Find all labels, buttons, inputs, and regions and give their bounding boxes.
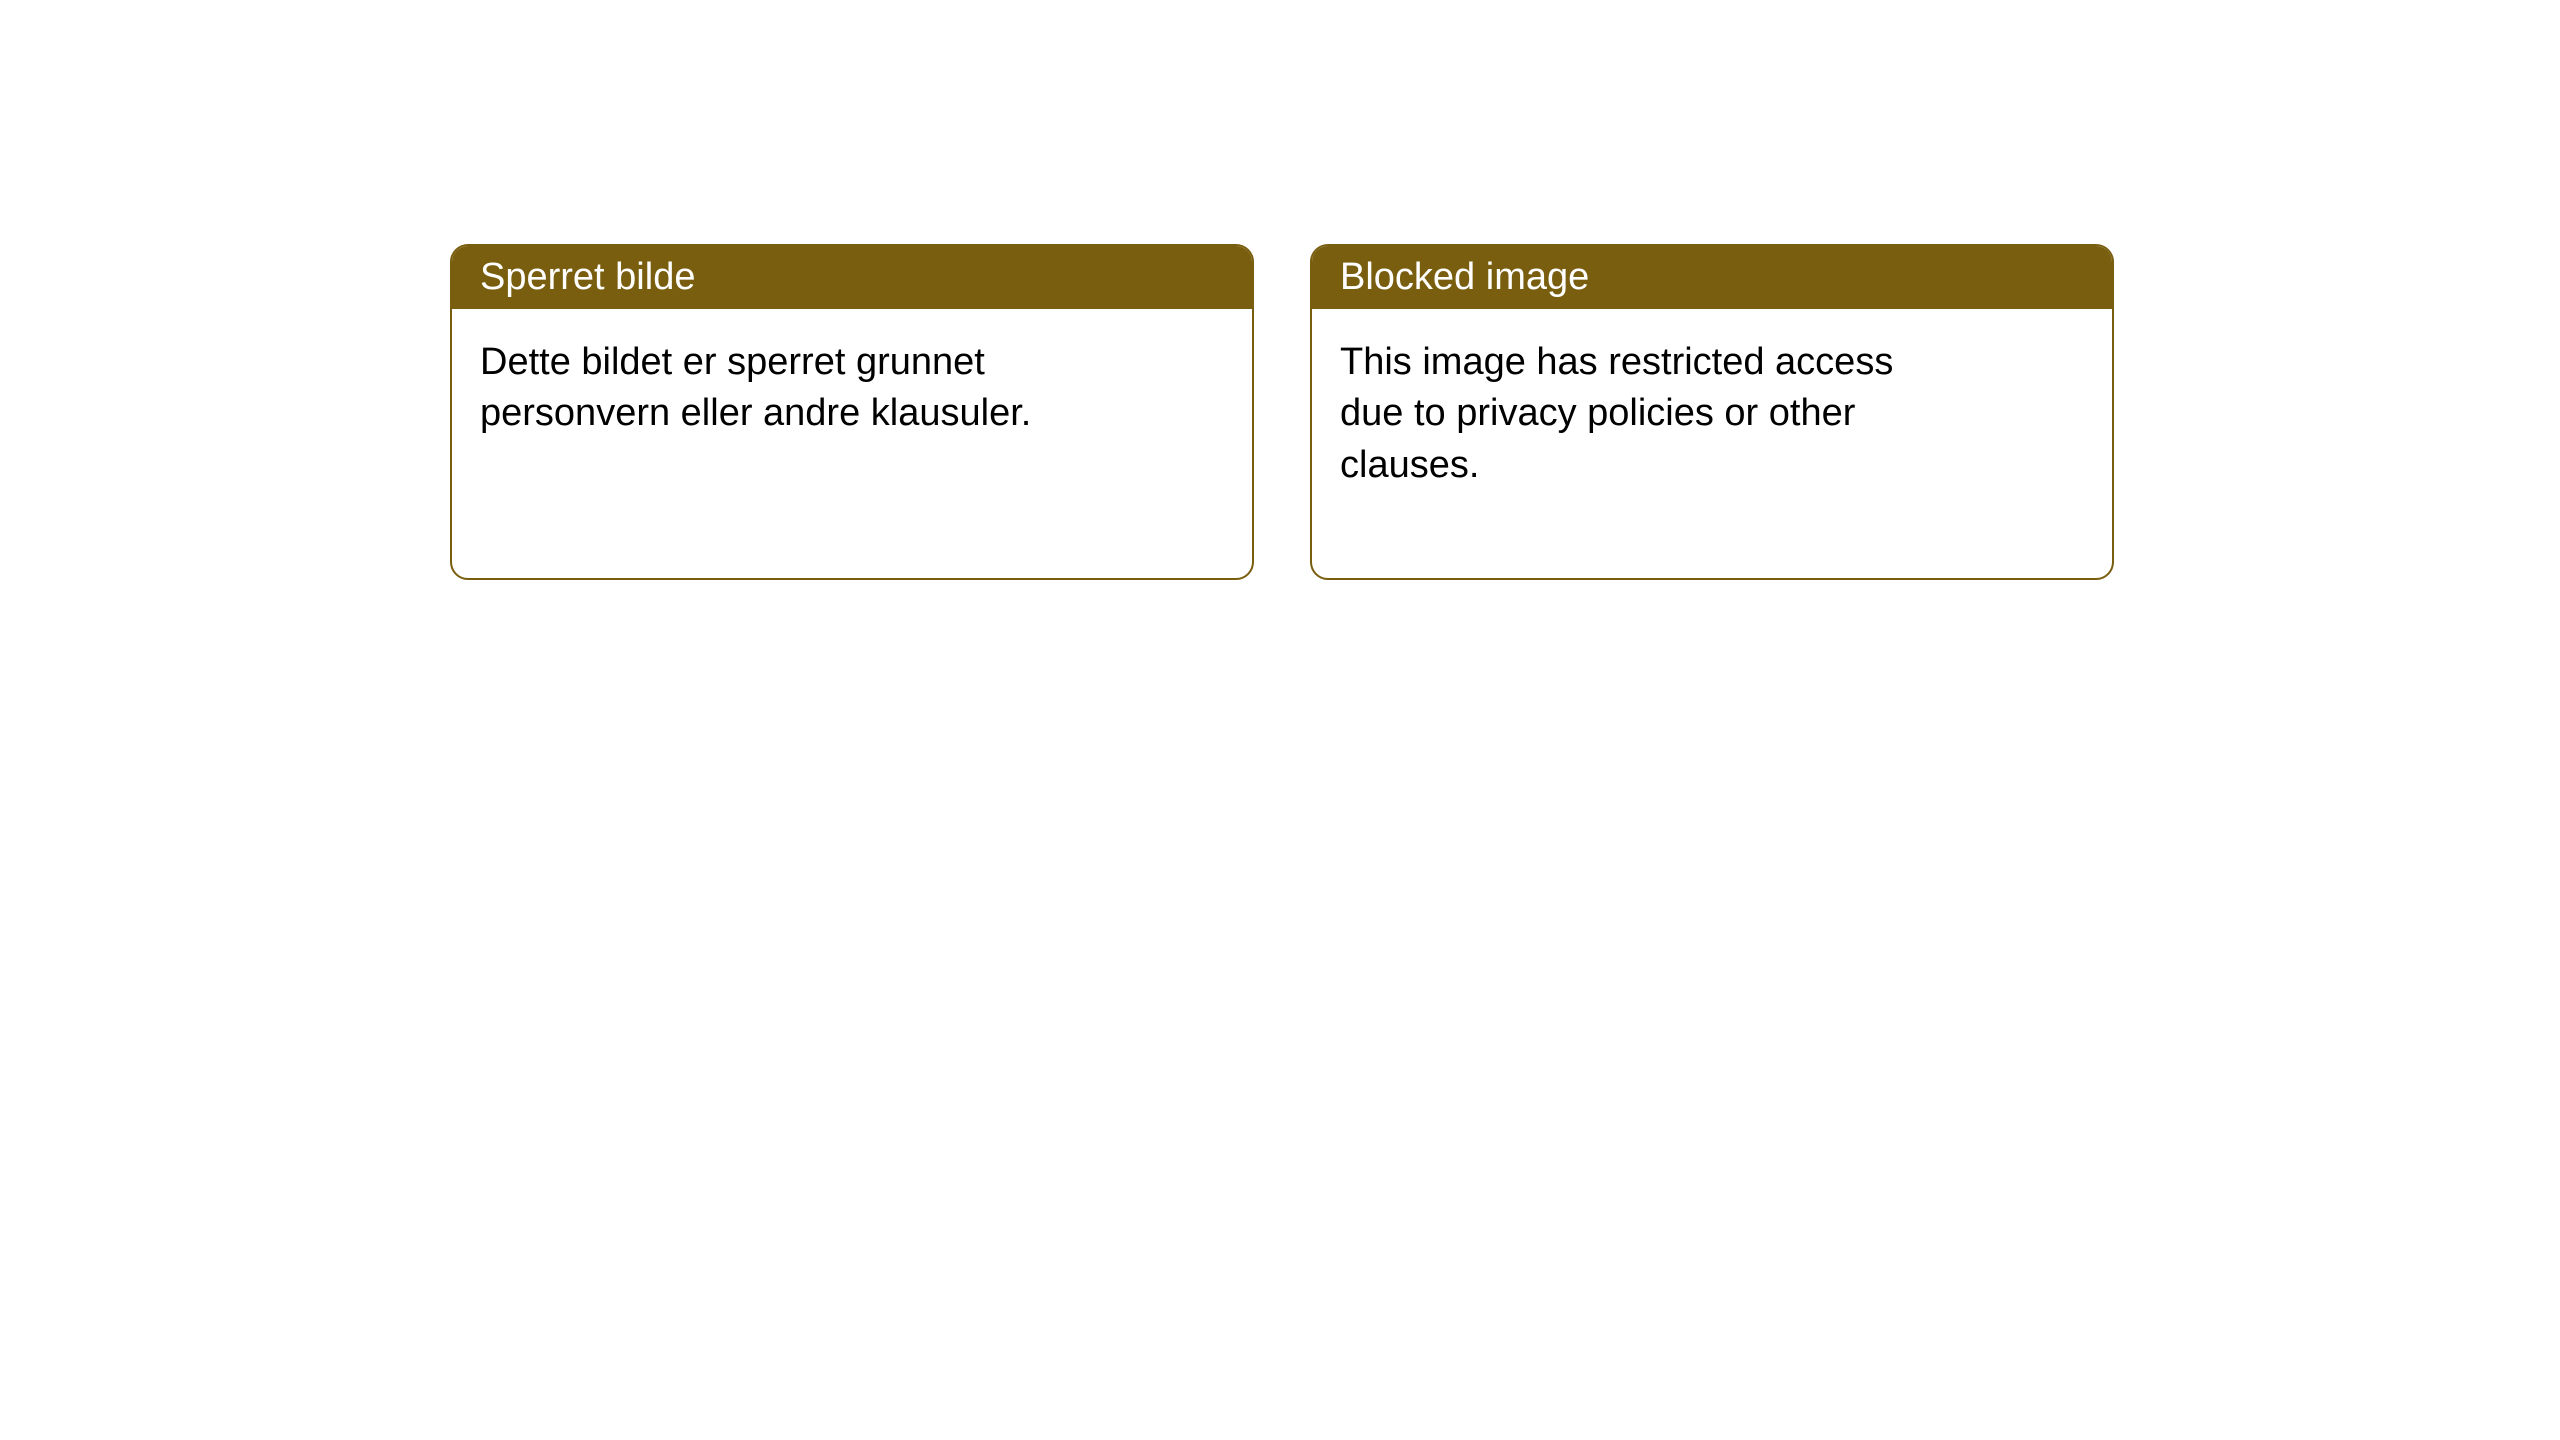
notice-container: Sperret bilde Dette bildet er sperret gr… (0, 0, 2560, 580)
notice-text: This image has restricted access due to … (1340, 341, 1893, 486)
notice-title: Blocked image (1340, 256, 1589, 298)
notice-body: Dette bildet er sperret grunnet personve… (452, 309, 1132, 468)
notice-card-norwegian: Sperret bilde Dette bildet er sperret gr… (450, 244, 1254, 580)
notice-header: Sperret bilde (452, 246, 1252, 309)
notice-header: Blocked image (1312, 246, 2112, 309)
notice-card-english: Blocked image This image has restricted … (1310, 244, 2114, 580)
notice-title: Sperret bilde (480, 256, 695, 298)
notice-body: This image has restricted access due to … (1312, 309, 1992, 519)
notice-text: Dette bildet er sperret grunnet personve… (480, 341, 1031, 434)
